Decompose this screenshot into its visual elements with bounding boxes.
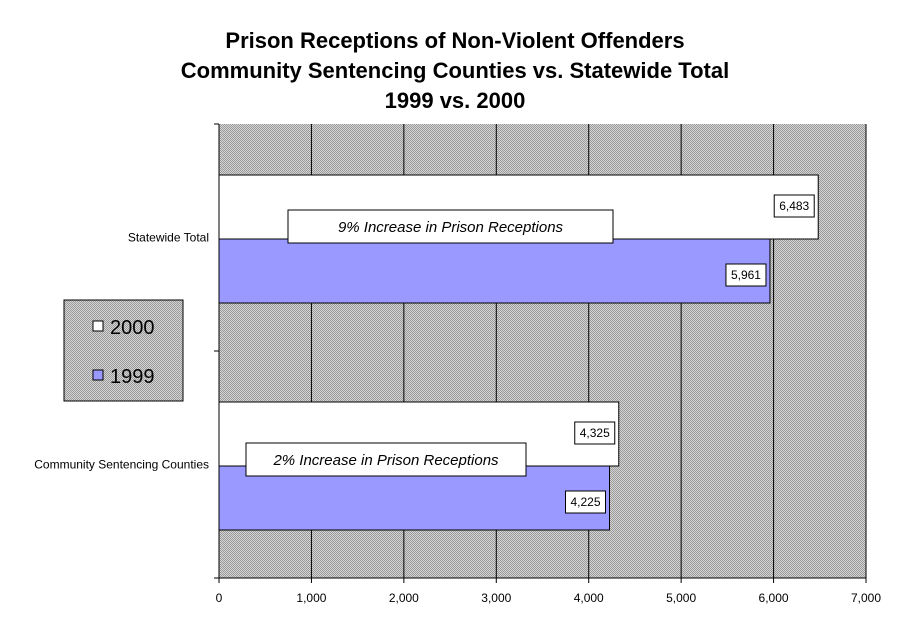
data-labels: 6,483 5,961 4,325 4,225 [565,194,815,514]
data-label-box [574,421,616,445]
x-tick-label: 6,000 [759,591,789,605]
x-tick-label: 1,000 [296,591,326,605]
legend-swatch-2000 [92,320,104,332]
x-tick-label: 3,000 [481,591,511,605]
bar-1999-0 [218,238,771,304]
data-label-2000-0: 6,483 [779,199,809,213]
data-label-box [565,490,607,514]
x-tick-label: 4,000 [574,591,604,605]
legend-box [63,299,184,402]
chart-title-line-2: Community Sentencing Counties vs. Statew… [181,58,729,83]
chart-title-line-3: 1999 vs. 2000 [385,88,526,113]
category-label: Community Sentencing Counties [34,458,209,472]
data-label-box [773,194,815,218]
category-labels: Statewide Total Community Sentencing Coun… [34,231,209,472]
legend-swatch-1999 [92,369,104,381]
x-tick-label: 5,000 [666,591,696,605]
annotations: 9% Increase in Prison Receptions 2% Incre… [245,209,614,477]
annotation-box [287,209,614,244]
legend-label-2000: 2000 [110,317,155,339]
legend: 2000 1999 [63,299,184,402]
annotation-text-0: 9% Increase in Prison Receptions [338,219,564,236]
x-tick-labels: 0 1,000 2,000 3,000 4,000 5,000 6,000 7,000 [216,591,882,605]
chart-title-line-1: Prison Receptions of Non-Violent Offende… [225,28,684,53]
data-label-1999-0: 5,961 [731,268,761,282]
legend-label-1999: 1999 [110,366,155,388]
x-tick-label: 0 [216,591,223,605]
data-label-box [725,263,767,287]
x-tick-label: 2,000 [389,591,419,605]
annotation-box [245,442,527,477]
x-tick-label: 7,000 [851,591,881,605]
bar-1999-1 [218,465,611,531]
data-label-1999-1: 4,225 [570,495,600,509]
data-label-2000-1: 4,325 [580,426,610,440]
annotation-text-1: 2% Increase in Prison Receptions [272,452,499,469]
category-label: Statewide Total [128,231,209,245]
